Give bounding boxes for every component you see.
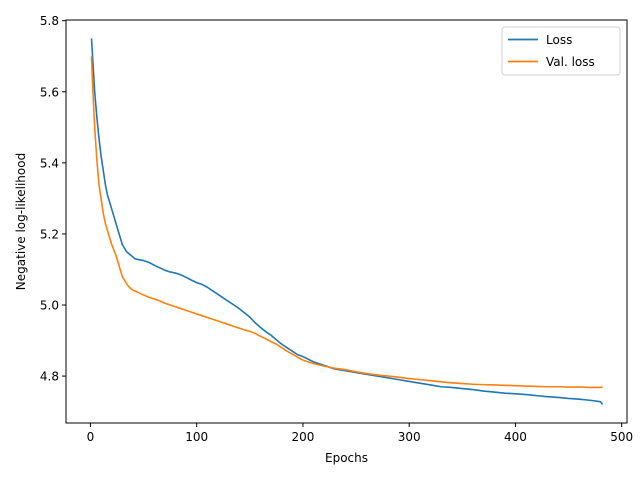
y-axis-label: Negative log-likelihood	[14, 153, 28, 290]
legend-label-loss: Loss	[546, 33, 572, 47]
plot-frame	[65, 19, 628, 424]
series-line-val-loss	[90, 56, 603, 389]
y-tick-label: 5.2	[40, 227, 59, 241]
y-axis-ticks: 4.8 5.0 5.2 5.4 5.6 5.8	[40, 14, 66, 384]
x-tick-label: 100	[185, 430, 208, 444]
y-tick-label: 5.4	[40, 156, 59, 170]
legend: Loss Val. loss	[501, 26, 621, 76]
x-axis-label: Epochs	[325, 451, 368, 465]
series-layer	[90, 38, 604, 405]
x-axis-ticks: 0 100 200 300 400 500	[87, 423, 633, 444]
y-tick-label: 5.8	[40, 14, 59, 28]
x-tick-label: 0	[87, 430, 95, 444]
x-tick-label: 400	[504, 430, 527, 444]
y-tick-label: 5.6	[40, 85, 59, 99]
series-line-loss	[90, 38, 604, 405]
x-tick-label: 300	[398, 430, 421, 444]
y-tick-label: 4.8	[40, 370, 59, 384]
legend-label-val-loss: Val. loss	[546, 55, 595, 69]
x-tick-label: 200	[291, 430, 314, 444]
y-tick-label: 5.0	[40, 299, 59, 313]
x-tick-label: 500	[610, 430, 633, 444]
